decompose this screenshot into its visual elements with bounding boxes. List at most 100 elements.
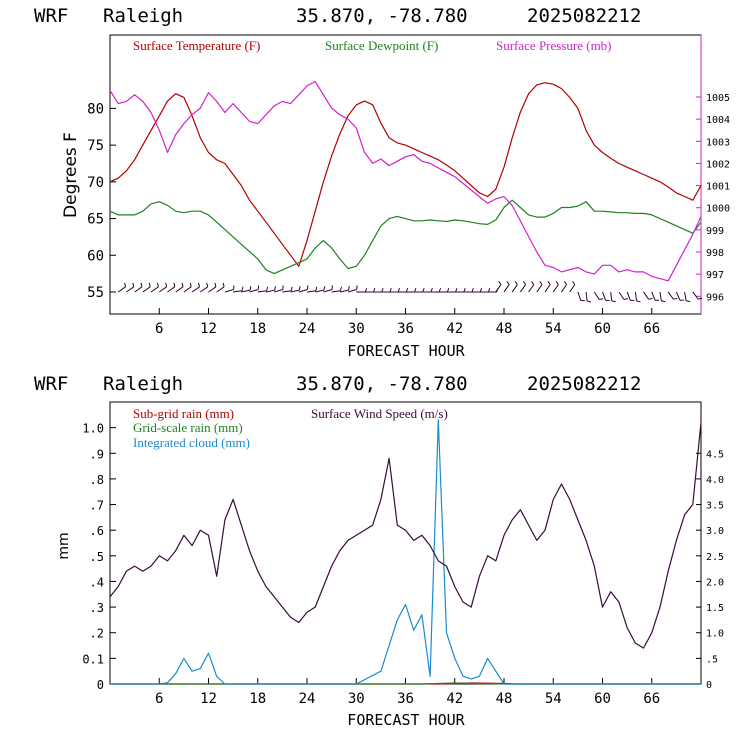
- bottom-panel: WRF Raleigh 35.870, -78.780 2025082212 S…: [34, 373, 724, 729]
- bottom-header-init: 2025082212: [527, 373, 641, 395]
- legend-gridscale-rain: Grid-scale rain (mm): [133, 420, 243, 435]
- wind-barb: [142, 282, 151, 293]
- legend-integrated-cloud: Integrated cloud (mm): [133, 435, 250, 450]
- wind-barb: [585, 291, 592, 303]
- series-surface-wind-speed-m-s: [109, 422, 702, 649]
- top-series-group: [109, 80, 702, 282]
- wind-barb: [257, 286, 269, 293]
- wind-barb: [167, 282, 176, 293]
- top-y-ticks: 55 60 65 70 75 80: [87, 101, 116, 301]
- wind-barb: [158, 282, 168, 293]
- top-header: WRF Raleigh 35.870, -78.780 2025082212: [34, 5, 641, 27]
- bottom-y-tick-label: .3: [90, 601, 104, 615]
- wind-barb: [208, 282, 217, 293]
- wind-barb: [290, 286, 301, 293]
- wind-barb: [175, 282, 184, 293]
- wind-barb: [413, 288, 425, 293]
- top-y2-tick-label: 1005: [706, 93, 730, 104]
- bottom-series-group: [109, 419, 702, 685]
- wind-barb: [561, 281, 568, 293]
- wind-barb: [331, 286, 342, 293]
- bottom-y-tick-label: .9: [90, 447, 104, 461]
- wind-barb: [356, 288, 368, 293]
- wind-barb: [692, 291, 703, 300]
- wind-barb: [347, 285, 358, 293]
- wind-barb: [610, 291, 616, 303]
- wind-barb: [150, 282, 159, 293]
- bottom-y2-tick-label: 4.0: [706, 475, 724, 486]
- top-y2-tick-label: 1003: [706, 137, 730, 148]
- bottom-y-tick-label: .8: [90, 473, 104, 487]
- bottom-legend: Sub-grid rain (mm) Grid-scale rain (mm) …: [133, 406, 448, 450]
- wind-barb: [339, 286, 350, 293]
- bottom-y2-tick-label: 3.5: [706, 501, 724, 512]
- bottom-y-tick-label: .5: [90, 550, 104, 564]
- wind-barb: [282, 286, 293, 293]
- bottom-x-ticks: 6 12 18 24 30 36 42 48 54 60 66: [155, 678, 660, 707]
- legend-wind-speed: Surface Wind Speed (m/s): [311, 406, 448, 421]
- top-x-tick-label: 42: [446, 321, 463, 337]
- wind-barb: [528, 281, 535, 293]
- wind-barb: [544, 281, 551, 293]
- top-x-ticks: 6 12 18 24 30 36 42 48 54 60 66: [155, 308, 660, 337]
- bottom-y2-tick-label: .5: [706, 654, 718, 665]
- wind-barb: [216, 282, 225, 293]
- wind-barb: [397, 288, 409, 293]
- bottom-y2-tick-label: 4.5: [706, 449, 724, 460]
- wind-barb: [134, 282, 143, 293]
- bottom-y-tick-label: 0.1: [82, 652, 104, 666]
- top-x-tick-label: 60: [594, 321, 611, 337]
- top-x-tick-label: 36: [397, 321, 414, 337]
- bottom-y-ticks: 0 0.1 .2 .3 .4 .5 .6 .7 .8 .9 1.0: [82, 422, 116, 692]
- series-surface-dewpoint-f: [109, 199, 702, 275]
- wind-barb: [577, 291, 585, 302]
- wind-barb: [389, 288, 400, 293]
- wind-barb: [593, 291, 604, 300]
- bottom-header: WRF Raleigh 35.870, -78.780 2025082212: [34, 373, 641, 395]
- bottom-header-coords: 35.870, -78.780: [296, 373, 468, 395]
- legend-surface-dewpoint: Surface Dewpoint (F): [325, 38, 438, 53]
- wind-barb: [446, 288, 458, 293]
- bottom-x-tick-label: 66: [643, 691, 660, 707]
- wind-barb: [454, 288, 466, 293]
- top-x-tick-label: 12: [200, 321, 217, 337]
- wind-barb: [438, 288, 450, 293]
- bottom-y2-tick-label: 2.5: [706, 552, 724, 563]
- top-panel: WRF Raleigh 35.870, -78.780 2025082212 S…: [34, 5, 730, 360]
- wind-barb: [651, 291, 660, 301]
- wind-barb: [265, 286, 276, 293]
- bottom-header-station: Raleigh: [103, 373, 183, 395]
- top-y2-tick-label: 1002: [706, 159, 730, 170]
- wind-barb: [200, 282, 209, 293]
- wind-barb: [372, 288, 384, 293]
- top-y-tick-label: 60: [87, 248, 104, 264]
- bottom-y2-tick-label: 1.5: [706, 603, 724, 614]
- wind-barb: [643, 291, 653, 300]
- bottom-header-model: WRF: [34, 373, 68, 395]
- series-integrated-cloud-mm: [110, 419, 701, 685]
- wind-barb: [117, 282, 127, 293]
- bottom-x-tick-label: 60: [594, 691, 611, 707]
- wind-barb: [224, 285, 235, 293]
- bottom-x-tick-label: 24: [299, 691, 316, 707]
- wind-barb: [249, 285, 260, 293]
- top-x-tick-label: 48: [496, 321, 513, 337]
- series-surface-pressure-mb: [109, 80, 702, 282]
- bottom-x-tick-label: 30: [348, 691, 365, 707]
- wind-barb: [503, 281, 510, 293]
- bottom-y-tick-label: 0: [97, 678, 104, 692]
- wind-barb: [667, 291, 678, 300]
- top-x-tick-label: 30: [348, 321, 365, 337]
- top-header-model: WRF: [34, 5, 68, 27]
- bottom-x-tick-label: 48: [496, 691, 513, 707]
- wind-barb: [306, 286, 318, 293]
- wind-barb: [298, 285, 309, 293]
- wind-barb: [183, 282, 192, 293]
- wind-barb: [684, 291, 691, 303]
- wind-barb: [618, 291, 628, 300]
- top-y2-tick-label: 996: [706, 292, 724, 303]
- wind-barb: [552, 281, 559, 293]
- wind-barb: [511, 281, 518, 293]
- bottom-y-tick-label: .2: [90, 627, 104, 641]
